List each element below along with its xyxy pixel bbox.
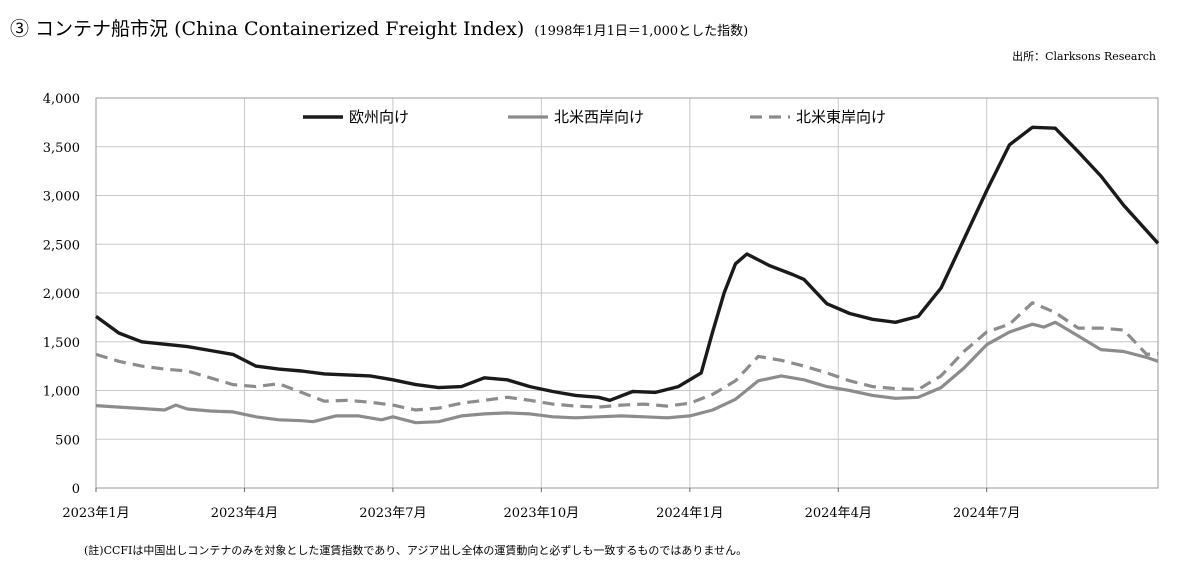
x-axis-tick-labels: 2023年1月 2023年4月 2023年7月 2023年10月 2024年1月 2024…	[62, 488, 1020, 521]
x-tick-label: 2024年4月	[805, 506, 872, 521]
y-axis-tick-labels: 0 500 1,000 1,500 2,000 2,500 3,000 3,500 4,000	[43, 92, 80, 497]
y-tick-label: 3,000	[43, 190, 80, 205]
y-tick-label: 1,000	[43, 385, 80, 400]
plot-frame	[95, 97, 1159, 489]
y-tick-label: 0	[72, 482, 80, 497]
legend: 欧州向け 北米西岸向け 北米東岸向け	[303, 108, 886, 126]
series-line-1	[94, 125, 1160, 402]
series-lines	[94, 125, 1160, 425]
y-tick-label: 500	[55, 433, 80, 448]
footnote: (註)CCFIは中国出しコンテナのみを対象とした運賃指数であり、アジア出し全体の…	[84, 544, 748, 557]
x-tick-label: 2023年7月	[359, 506, 426, 521]
x-tick-label: 2023年4月	[211, 506, 278, 521]
series-line-3	[95, 301, 1159, 412]
x-tick-label: 2024年1月	[656, 506, 723, 521]
grid-lines	[96, 98, 1158, 488]
legend-label-1: 欧州向け	[349, 108, 409, 126]
line-chart: 05001,0001,5002,0002,5003,0003,5004,000 …	[43, 92, 1160, 521]
y-tick-label: 2,000	[43, 287, 80, 302]
legend-label-2: 北米西岸向け	[554, 108, 644, 126]
x-tick-label: 2024年7月	[953, 506, 1020, 521]
chart-title-block: ③ コンテナ船市況 (China Containerized Freight I…	[10, 14, 748, 41]
x-tick-label: 2023年10月	[504, 506, 580, 521]
legend-label-3: 北米東岸向け	[796, 108, 886, 126]
y-tick-label: 2,500	[43, 238, 80, 253]
x-tick-label: 2023年1月	[62, 506, 129, 521]
chart-subtitle: (1998年1月1日＝1,000とした指数)	[534, 24, 749, 39]
series-line-2	[95, 320, 1159, 425]
y-tick-label: 3,500	[43, 141, 80, 156]
chart-title: ③ コンテナ船市況 (China Containerized Freight I…	[10, 18, 525, 40]
source-credit: 出所：Clarksons Research	[1012, 50, 1156, 63]
y-tick-label: 1,500	[43, 336, 80, 351]
y-tick-label: 4,000	[43, 92, 80, 107]
